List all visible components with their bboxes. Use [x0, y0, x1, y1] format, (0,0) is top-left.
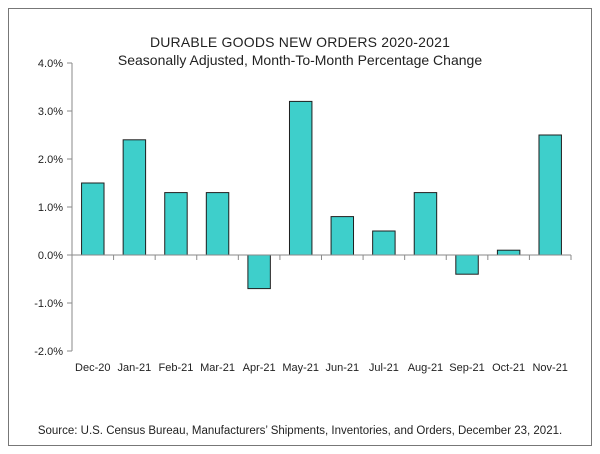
x-tick-label: Oct-21 — [492, 362, 525, 374]
bar-feb-21 — [164, 192, 188, 256]
y-tick-label: 3.0% — [38, 106, 63, 118]
bar-apr-21 — [247, 254, 271, 290]
x-tick-label: Feb-21 — [159, 362, 194, 374]
x-tick-label: Apr-21 — [243, 362, 276, 374]
bar-jul-21 — [372, 230, 396, 256]
x-tick-label: Aug-21 — [408, 362, 443, 374]
x-tick-label: Dec-20 — [75, 362, 110, 374]
bar-oct-21 — [496, 249, 521, 256]
x-axis: Dec-20 Jan-21 Feb-21 Mar-21 Apr-21 May-21 Jun-… — [72, 254, 572, 374]
x-tick-label: Mar-21 — [200, 362, 235, 374]
y-tick-label: 1.0% — [38, 202, 63, 214]
chart-title: DURABLE GOODS NEW ORDERS 2020-2021 — [149, 34, 451, 50]
x-tick-label: Jun-21 — [325, 362, 359, 374]
y-tick-label: 2.0% — [38, 154, 63, 166]
x-tick-label: Sep-21 — [449, 362, 484, 374]
bar-dec-20 — [81, 182, 105, 256]
y-tick-label: 4.0% — [38, 58, 63, 70]
bars — [81, 100, 562, 290]
y-axis: 4.0% 3.0% 2.0% 1.0% 0.0% -1.0% -2.0% — [34, 58, 73, 358]
x-tick-label: Nov-21 — [532, 362, 567, 374]
y-tick-label: 0.0% — [38, 250, 63, 262]
x-tick-label: Jul-21 — [369, 362, 399, 374]
chart-frame — [8, 8, 592, 446]
y-tick-label: -1.0% — [34, 298, 63, 310]
chart-subtitle: Seasonally Adjusted, Month-To-Month Perc… — [117, 52, 483, 68]
bar-jun-21 — [330, 216, 355, 256]
y-tick-label: -2.0% — [34, 346, 63, 358]
bar-jan-21 — [122, 139, 147, 256]
x-tick-label: Jan-21 — [118, 362, 152, 374]
bar-sep-21 — [455, 254, 479, 275]
source-note: Source: U.S. Census Bureau, Manufacturer… — [37, 425, 563, 437]
bar-nov-21 — [538, 134, 562, 256]
bar-mar-21 — [205, 192, 230, 256]
bar-aug-21 — [413, 192, 438, 256]
x-tick-label: May-21 — [282, 362, 319, 374]
bar-may-21 — [288, 100, 313, 256]
